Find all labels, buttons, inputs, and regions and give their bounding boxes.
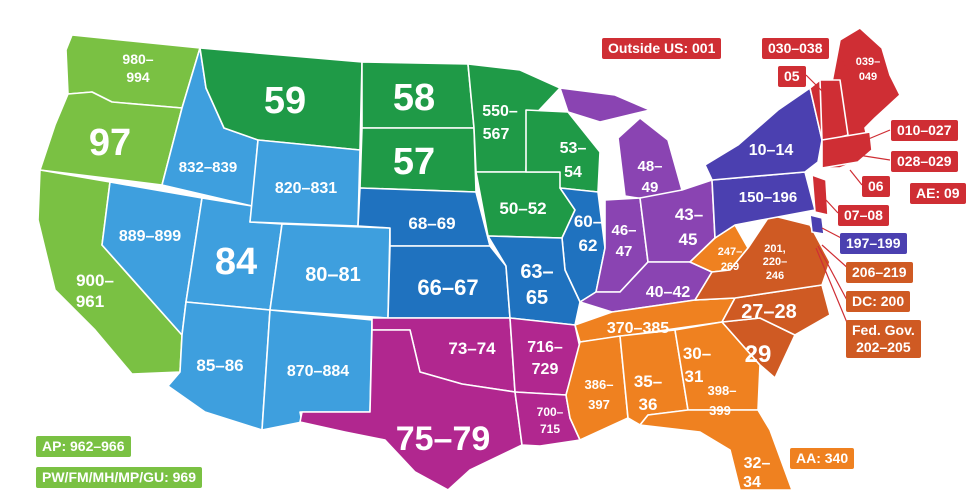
label-co: 80–81 — [305, 264, 361, 286]
callout-fed-gov-line1: Fed. Gov. — [852, 322, 915, 338]
region-va — [694, 214, 831, 301]
label-me-2: 049 — [859, 71, 877, 83]
label-mn-1: 550– — [482, 103, 518, 120]
callout-030-038: 030–038 — [762, 38, 829, 59]
callout-197-199: 197–199 — [840, 233, 907, 254]
label-nm: 870–884 — [287, 363, 349, 380]
label-la-1: 700– — [537, 405, 564, 419]
label-nd: 58 — [393, 77, 435, 119]
label-mt: 59 — [264, 80, 306, 122]
label-ms-1: 386– — [585, 377, 614, 392]
label-ms-2: 397 — [588, 397, 610, 412]
callout-07-08: 07–08 — [838, 205, 889, 226]
label-nv: 889–899 — [119, 228, 181, 245]
map-labels: 980– 994 97 900– 961 889–899 832–839 84 … — [76, 51, 880, 490]
label-wv-2: 269 — [721, 261, 739, 273]
callout-fed-gov: Fed. Gov. 202–205 — [846, 320, 921, 358]
label-wi-2: 54 — [564, 164, 582, 181]
label-ks: 66–67 — [417, 275, 478, 300]
callout-206-219: 206–219 — [846, 262, 913, 283]
label-la-2: 715 — [540, 422, 560, 436]
callout-010-027: 010–027 — [891, 120, 958, 141]
label-wa-2: 994 — [126, 69, 150, 85]
label-me-1: 039– — [856, 56, 880, 68]
label-tx: 75–79 — [396, 420, 491, 458]
label-ut: 84 — [215, 241, 257, 283]
label-tn: 370–385 — [607, 320, 669, 337]
label-id: 832–839 — [179, 159, 237, 176]
callout-05: 05 — [778, 66, 806, 87]
label-fl-2: 34 — [743, 474, 761, 490]
label-ar-2: 729 — [532, 361, 559, 378]
label-wv-1: 247– — [718, 246, 742, 258]
label-or: 97 — [89, 122, 131, 164]
label-in-1: 46– — [611, 222, 636, 239]
region-ga — [674, 321, 761, 411]
leader-lines — [805, 54, 891, 326]
callout-pacific: PW/FM/MH/MP/GU: 969 — [36, 467, 203, 488]
label-il-1: 60– — [574, 212, 602, 231]
label-al-2: 36 — [639, 395, 658, 414]
label-oh-2: 45 — [679, 230, 698, 249]
callout-outside-us: Outside US: 001 — [602, 38, 722, 59]
label-ga-1: 30– — [683, 344, 711, 363]
label-ny: 10–14 — [749, 142, 794, 159]
label-ca-1: 900– — [76, 271, 114, 290]
label-az: 85–86 — [196, 356, 243, 375]
label-mn-2: 567 — [483, 126, 510, 143]
callout-aa: AA: 340 — [790, 448, 855, 469]
label-va-3: 246 — [766, 270, 784, 282]
callout-dc: DC: 200 — [846, 291, 911, 312]
label-sc: 29 — [745, 341, 772, 368]
region-ny — [704, 87, 823, 181]
region-nj — [811, 174, 829, 216]
label-ar-1: 716– — [527, 339, 563, 356]
label-mo-2: 65 — [526, 287, 548, 309]
callout-028-029: 028–029 — [891, 151, 958, 172]
label-mo-1: 63– — [520, 261, 553, 283]
label-fl-1: 32– — [744, 455, 771, 472]
label-wi-1: 53– — [560, 140, 587, 157]
label-in-2: 47 — [616, 243, 633, 260]
label-il-2: 62 — [579, 236, 598, 255]
label-mi-1: 48– — [637, 158, 662, 175]
region-mo — [487, 235, 581, 326]
label-pa: 150–196 — [739, 189, 797, 206]
label-nc: 27–28 — [741, 301, 797, 323]
label-mi-2: 49 — [642, 179, 659, 196]
label-fl-north-2: 399 — [709, 403, 731, 418]
label-ok: 73–74 — [448, 339, 496, 358]
callout-fed-gov-line2: 202–205 — [856, 339, 911, 355]
label-ky: 40–42 — [646, 284, 691, 301]
callout-ae: AE: 09 — [910, 183, 966, 204]
region-de — [809, 214, 825, 235]
region-fl — [639, 409, 793, 490]
label-ne: 68–69 — [408, 214, 455, 233]
label-fl-north-1: 398– — [708, 383, 737, 398]
label-wa-1: 980– — [122, 51, 153, 67]
label-va-2: 220– — [763, 256, 787, 268]
label-ca-2: 961 — [76, 292, 104, 311]
label-va-1: 201, — [764, 243, 785, 255]
label-ga-2: 31 — [685, 367, 704, 386]
region-mi-upper — [559, 87, 651, 123]
label-sd: 57 — [393, 141, 435, 183]
label-ia: 50–52 — [499, 199, 546, 218]
callout-06: 06 — [862, 176, 890, 197]
region-tx — [299, 329, 523, 490]
label-al-1: 35– — [634, 372, 662, 391]
callout-ap: AP: 962–966 — [36, 436, 131, 457]
label-wy: 820–831 — [275, 180, 337, 197]
label-oh-1: 43– — [675, 205, 703, 224]
